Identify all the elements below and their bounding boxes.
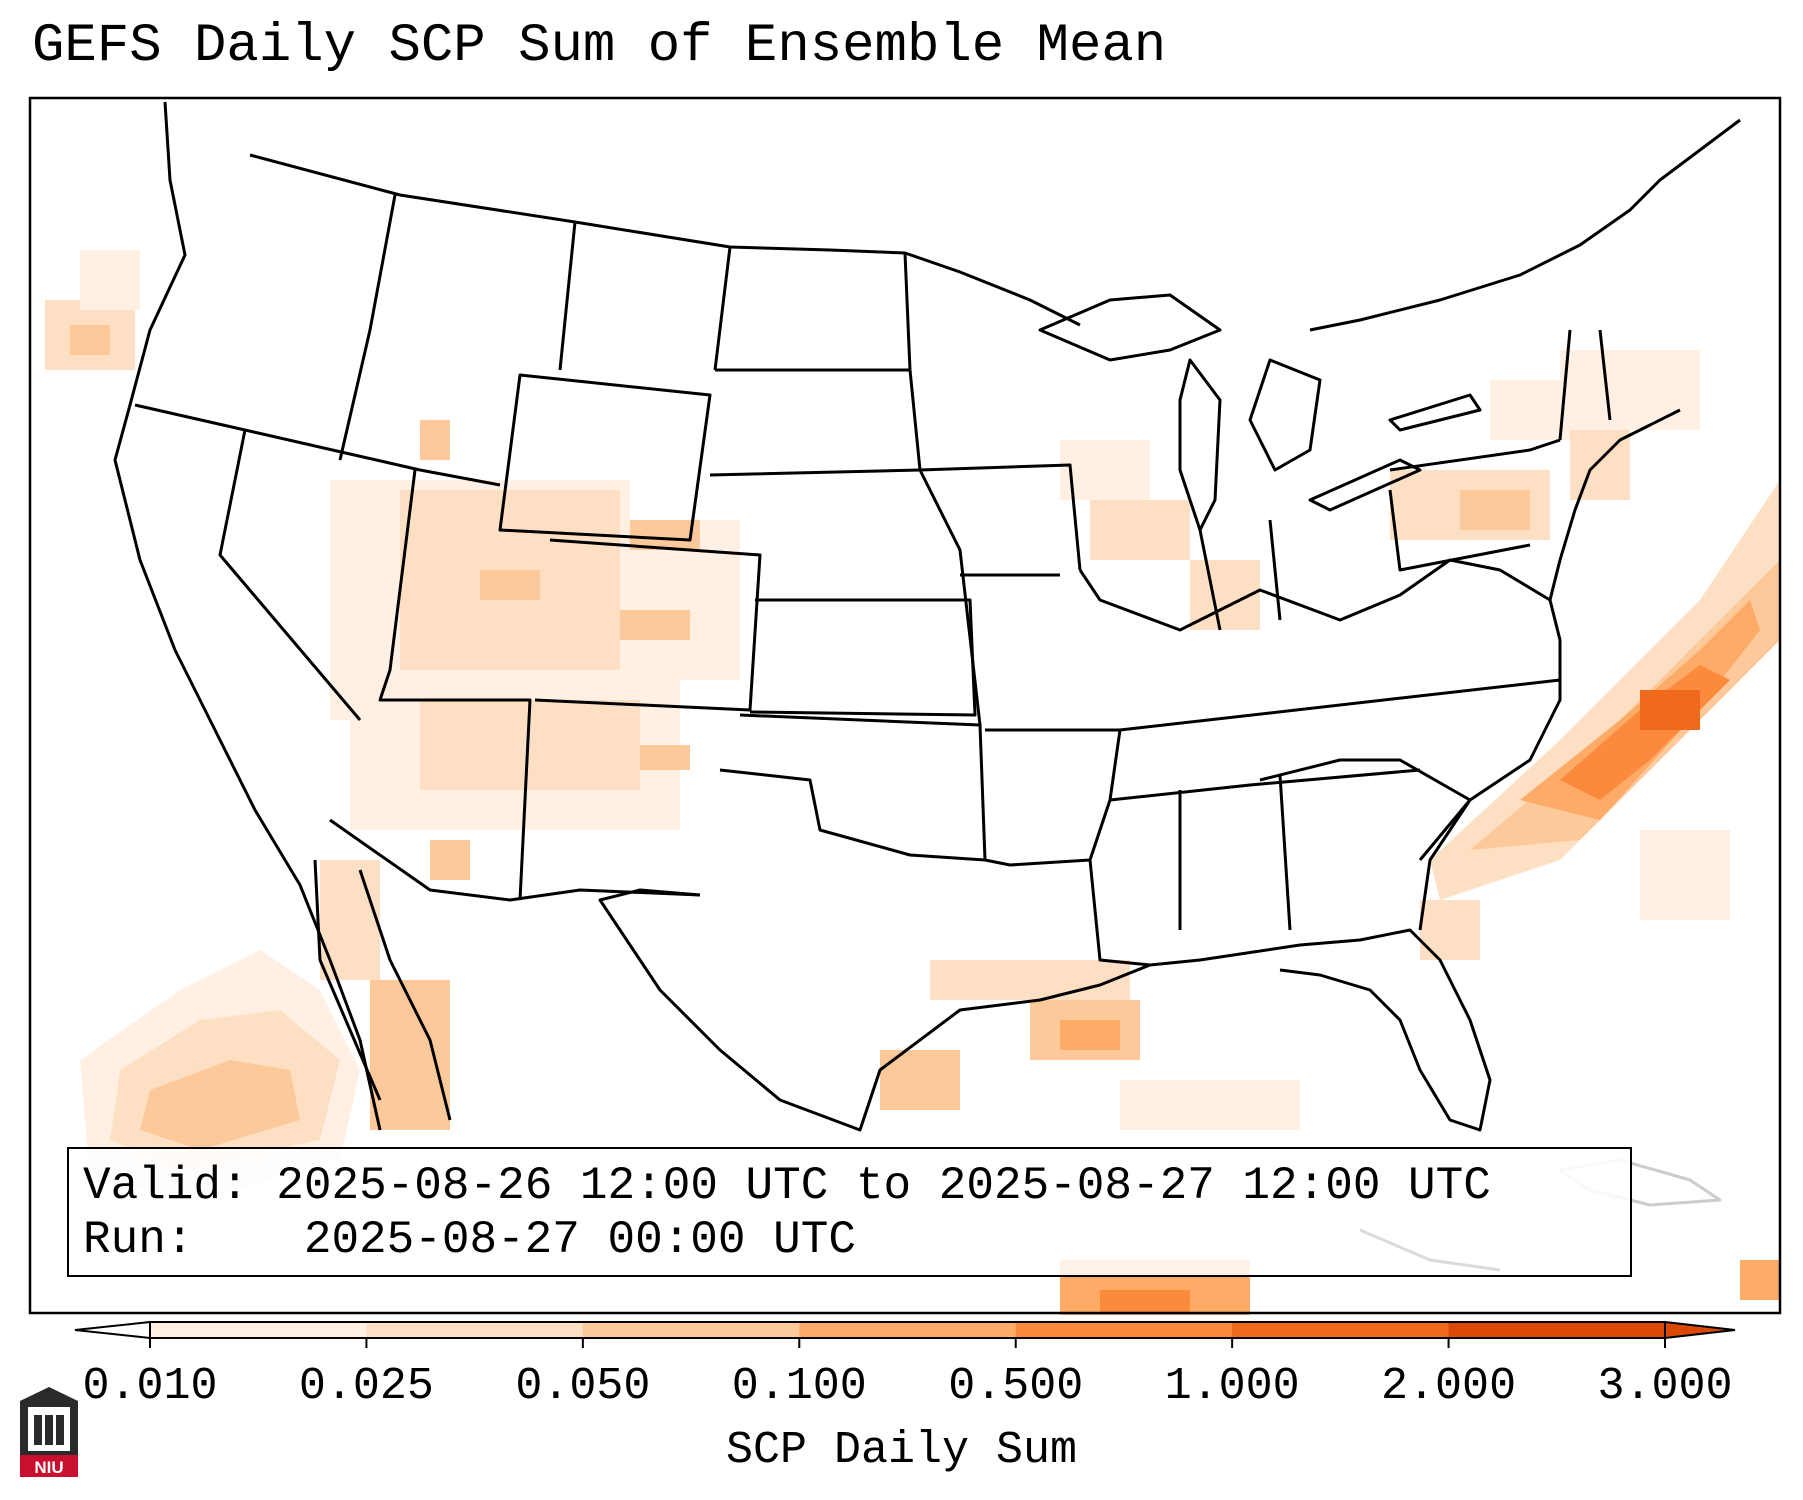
colorbar-tick-label: 2.000 [1381,1361,1516,1412]
shade-patch [1740,1260,1780,1300]
state-line [903,252,1082,726]
colorbar-segment [1015,1322,1233,1338]
state-line [1078,558,1551,632]
colorbar-segment [1232,1322,1450,1338]
shade-patch [1120,1080,1300,1130]
shade-patch [70,325,110,355]
colorbar-outline [149,1321,1666,1339]
state-line [1259,758,1472,931]
state-line [338,194,397,461]
state-line [378,469,532,901]
info-box: Valid: 2025-08-26 12:00 UTC to 2025-08-2… [67,1147,1632,1277]
colorbar-extend-low [74,1320,151,1340]
map-title: GEFS Daily SCP Sum of Ensemble Mean [32,16,1167,77]
colorbar-tick-label: 3.000 [1597,1361,1732,1412]
scp-shading [45,250,1780,1315]
shade-patch [1090,500,1190,560]
florida-coast [1149,928,1492,1132]
state-line [1389,329,1612,472]
shade-patch [430,840,470,880]
shade-patch [1490,380,1570,440]
colorado [534,538,762,712]
shade-patch [80,250,140,310]
logo-building-detail [34,1415,42,1445]
shade-patch [640,745,690,770]
shade-patch [630,520,700,550]
colorbar-tick-label: 0.500 [948,1361,1083,1412]
logo-building-detail [56,1415,64,1445]
map-frame [28,96,1782,1315]
valid-value: 2025-08-26 12:00 UTC to 2025-08-27 12:00… [276,1160,1491,1212]
state-line [218,429,362,721]
colorbar-segment [799,1322,1017,1338]
colorbar-tick-label: 1.000 [1165,1361,1300,1412]
state-line [1109,678,1561,802]
shade-patch [1560,350,1700,430]
colorbar-tick-label: 0.025 [299,1361,434,1412]
state-borders [113,101,1741,1272]
niu-logo: NIU [20,1387,78,1477]
shade-patch [1100,1290,1190,1313]
shade-patch [930,960,1130,1000]
pacific-coastline [113,101,382,1131]
lake-superior [1038,293,1222,362]
shade-patch [1060,440,1150,500]
mexico-coast [358,869,452,1121]
colorbar-segment [582,1322,800,1338]
shade-patch [1430,480,1780,900]
baja-coast [313,859,382,1101]
shade-patch [1640,690,1700,730]
shade-patch [1640,830,1730,920]
colorbar: 0.010 0.025 0.050 0.100 0.500 1.000 2.000 3.000 [74,1320,1736,1412]
colorbar-segment [1448,1322,1666,1338]
logo-building-detail [45,1415,53,1445]
shade-patch [420,420,450,460]
shade-patch [480,570,540,600]
shade-patch [1060,1020,1120,1050]
valid-label: Valid: [83,1160,249,1212]
lake-erie [1308,458,1422,512]
shade-patch [320,860,380,980]
state-line [1198,489,1531,631]
shade-patch [880,1050,960,1110]
wyoming [498,373,712,542]
texas-border [598,888,1151,1132]
canada-border-east [1309,118,1741,332]
shade-patch [370,980,450,1130]
mexico-border [329,818,701,902]
shade-patch [140,1060,300,1150]
logo-banner [20,1455,78,1477]
state-line [558,221,921,477]
state-line [1088,774,1292,967]
lake-huron [1248,358,1322,472]
state-line [134,403,501,487]
colorbar-segment [366,1322,584,1338]
colorbar-label: SCP Daily Sum [725,1425,1078,1476]
colorbar-segment [150,1322,367,1338]
atlantic-coastline [1418,408,1681,861]
lake-ontario [1388,393,1482,432]
colorbar-tick-label: 0.010 [82,1361,217,1412]
colorbar-tick-label: 0.100 [732,1361,867,1412]
shade-patch [620,610,690,640]
logo-text: NIU [34,1458,63,1477]
shade-patch [1460,490,1530,530]
colorbar-tick-label: 0.050 [515,1361,650,1412]
canada-border [249,153,1081,327]
colorbar-extend-high [1664,1320,1736,1340]
run-label: Run: [83,1214,194,1266]
run-value: 2025-08-27 00:00 UTC [303,1214,856,1266]
arkansas [984,728,1122,867]
